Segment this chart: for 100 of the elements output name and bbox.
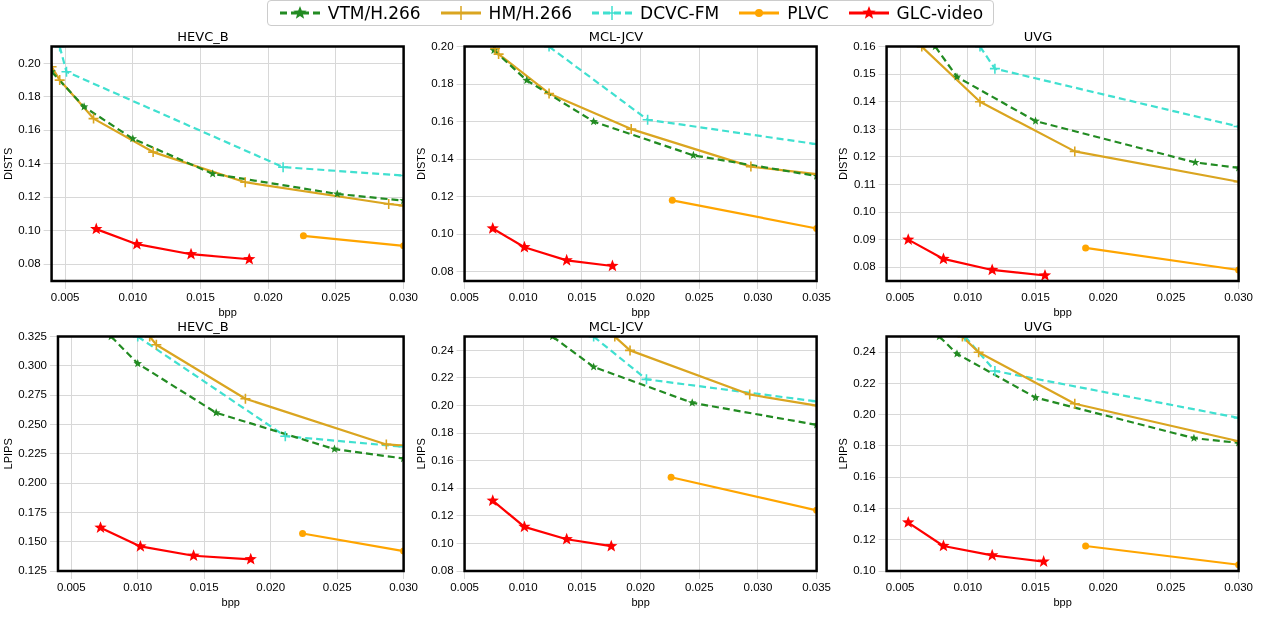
x-tick-label: 0.020: [253, 291, 283, 304]
y-tick-label: 0.24: [853, 345, 877, 358]
y-tick-label: 0.16: [853, 39, 876, 52]
y-tick-label: 0.10: [853, 205, 876, 218]
x-axis-title: bpp: [218, 306, 237, 319]
y-tick-label: 0.08: [853, 260, 876, 273]
x-tick-label: 0.005: [50, 291, 80, 304]
y-tick-label: 0.225: [18, 446, 47, 459]
y-tick-label: 0.12: [431, 509, 454, 522]
y-tick-label: 0.200: [18, 476, 47, 489]
x-tick-label: 0.020: [1088, 291, 1118, 304]
x-tick-label: 0.020: [256, 581, 286, 594]
legend-label: HM/H.266: [488, 3, 573, 23]
x-axis-title: bpp: [1053, 596, 1072, 609]
x-tick-label: 0.025: [1156, 581, 1186, 594]
x-tick-label: 0.015: [186, 291, 215, 304]
legend-label: DCVC-FM: [640, 3, 720, 23]
y-tick-label: 0.24: [431, 343, 455, 356]
y-tick-label: 0.08: [431, 264, 454, 277]
y-tick-label: 0.20: [18, 56, 41, 69]
y-tick-label: 0.09: [853, 232, 876, 245]
y-tick-label: 0.14: [431, 481, 455, 494]
x-tick-label: 0.025: [684, 581, 714, 594]
y-tick-label: 0.20: [853, 407, 876, 420]
y-tick-label: 0.12: [431, 189, 454, 202]
x-tick-label: 0.030: [389, 581, 418, 594]
x-tick-label: 0.005: [885, 581, 915, 594]
y-tick-label: 0.150: [18, 534, 47, 547]
y-tick-label: 0.14: [853, 501, 877, 514]
x-axis-title: bpp: [631, 596, 650, 609]
x-tick-label: 0.030: [1224, 291, 1253, 304]
y-axis-title: DISTS: [414, 147, 427, 180]
chart-title: UVG: [1023, 29, 1053, 45]
y-tick-label: 0.250: [18, 417, 47, 430]
y-tick-label: 0.14: [431, 152, 455, 165]
chart-title: HEVC_B: [177, 29, 229, 45]
x-tick-label: 0.010: [953, 291, 983, 304]
y-tick-label: 0.12: [18, 190, 41, 203]
y-axis-title: LPIPS: [1, 438, 14, 470]
y-tick-label: 0.16: [853, 470, 876, 483]
y-tick-label: 0.08: [18, 257, 41, 270]
chart-title: HEVC_B: [177, 319, 229, 335]
x-tick-label: 0.030: [1224, 581, 1253, 594]
x-tick-label: 0.015: [567, 581, 597, 594]
y-tick-label: 0.12: [853, 150, 876, 163]
x-tick-label: 0.030: [743, 581, 773, 594]
x-tick-label: 0.025: [321, 291, 351, 304]
chart-title: UVG: [1023, 319, 1053, 335]
y-tick-label: 0.18: [853, 439, 876, 452]
y-tick-label: 0.14: [853, 94, 877, 107]
y-axis-title: DISTS: [836, 147, 849, 180]
x-tick-label: 0.035: [802, 291, 831, 304]
y-tick-label: 0.14: [18, 156, 42, 169]
x-tick-label: 0.025: [322, 581, 352, 594]
x-tick-label: 0.015: [189, 581, 219, 594]
y-tick-label: 0.10: [18, 223, 41, 236]
y-tick-label: 0.18: [431, 426, 454, 439]
x-tick-label: 0.030: [743, 291, 773, 304]
y-tick-label: 0.12: [853, 532, 876, 545]
x-axis-title: bpp: [221, 596, 240, 609]
y-axis-title: LPIPS: [836, 438, 849, 470]
y-tick-label: 0.22: [431, 371, 454, 384]
y-tick-label: 0.22: [853, 376, 876, 389]
x-tick-label: 0.010: [123, 581, 153, 594]
y-tick-label: 0.18: [431, 77, 454, 90]
y-tick-label: 0.11: [854, 177, 876, 190]
y-axis-title: LPIPS: [414, 438, 427, 470]
chart-title: MCL-JCV: [588, 319, 644, 335]
y-tick-label: 0.10: [431, 536, 454, 549]
y-tick-label: 0.175: [18, 505, 47, 518]
y-tick-label: 0.275: [18, 388, 47, 401]
x-axis-title: bpp: [1053, 306, 1072, 319]
chart-title: MCL-JCV: [588, 29, 644, 45]
legend-label: GLC-video: [896, 3, 984, 23]
y-tick-label: 0.10: [431, 227, 454, 240]
y-tick-label: 0.10: [853, 564, 876, 577]
y-tick-label: 0.325: [18, 329, 47, 342]
y-tick-label: 0.08: [431, 564, 454, 577]
x-tick-label: 0.015: [567, 291, 597, 304]
x-tick-label: 0.010: [118, 291, 148, 304]
x-tick-label: 0.005: [56, 581, 86, 594]
y-tick-label: 0.18: [18, 90, 41, 102]
x-axis-title: bpp: [631, 306, 650, 319]
legend-label: VTM/H.266: [327, 3, 421, 23]
y-axis-title: DISTS: [1, 147, 14, 180]
x-tick-label: 0.005: [885, 291, 915, 304]
y-tick-label: 0.16: [18, 123, 41, 136]
y-tick-label: 0.125: [18, 564, 47, 577]
x-tick-label: 0.020: [626, 291, 655, 304]
y-tick-label: 0.15: [853, 67, 876, 80]
x-tick-label: 0.020: [1088, 581, 1118, 594]
x-tick-label: 0.005: [450, 581, 479, 594]
legend-label: PLVC: [787, 3, 829, 23]
x-tick-label: 0.025: [684, 291, 714, 304]
x-tick-label: 0.015: [1021, 581, 1050, 594]
y-tick-label: 0.20: [431, 398, 454, 411]
x-tick-label: 0.035: [802, 581, 831, 594]
x-tick-label: 0.025: [1156, 291, 1186, 304]
x-tick-label: 0.005: [450, 291, 479, 304]
y-tick-label: 0.13: [853, 122, 876, 135]
